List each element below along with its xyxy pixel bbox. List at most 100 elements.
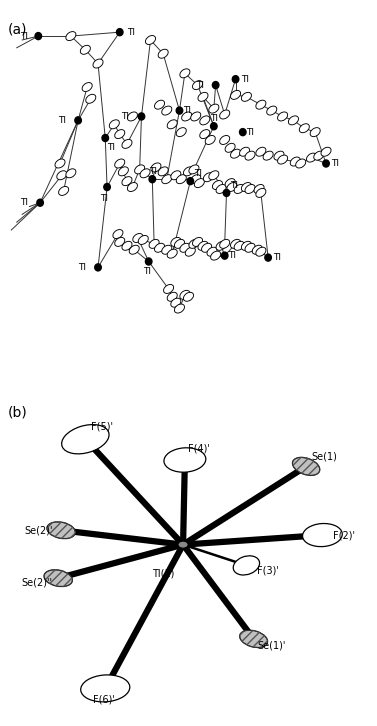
Ellipse shape bbox=[310, 128, 320, 136]
Text: Tl: Tl bbox=[331, 159, 339, 168]
Ellipse shape bbox=[66, 169, 76, 178]
Ellipse shape bbox=[171, 237, 181, 246]
Ellipse shape bbox=[303, 523, 342, 547]
Ellipse shape bbox=[66, 32, 76, 41]
Circle shape bbox=[232, 76, 239, 83]
Text: Tl: Tl bbox=[121, 112, 130, 121]
Ellipse shape bbox=[171, 298, 181, 307]
Ellipse shape bbox=[256, 147, 266, 156]
Ellipse shape bbox=[230, 240, 241, 248]
Ellipse shape bbox=[256, 189, 266, 197]
Ellipse shape bbox=[122, 176, 132, 186]
Ellipse shape bbox=[122, 139, 132, 148]
Ellipse shape bbox=[82, 83, 92, 91]
Ellipse shape bbox=[155, 243, 165, 252]
Ellipse shape bbox=[155, 100, 165, 109]
Ellipse shape bbox=[307, 153, 317, 162]
Ellipse shape bbox=[162, 245, 172, 254]
Ellipse shape bbox=[113, 229, 123, 239]
Ellipse shape bbox=[180, 69, 190, 78]
Text: Tl: Tl bbox=[228, 251, 236, 260]
Ellipse shape bbox=[234, 241, 244, 250]
Text: Tl: Tl bbox=[100, 195, 108, 203]
Text: Se(1): Se(1) bbox=[311, 452, 337, 462]
Ellipse shape bbox=[58, 187, 69, 195]
Ellipse shape bbox=[167, 120, 177, 129]
Ellipse shape bbox=[209, 104, 219, 113]
Ellipse shape bbox=[182, 112, 192, 121]
Ellipse shape bbox=[57, 171, 67, 180]
Ellipse shape bbox=[193, 237, 202, 246]
Ellipse shape bbox=[185, 248, 195, 256]
Ellipse shape bbox=[55, 159, 65, 168]
Ellipse shape bbox=[198, 92, 208, 102]
Ellipse shape bbox=[230, 150, 241, 158]
Text: (b): (b) bbox=[8, 406, 27, 420]
Ellipse shape bbox=[164, 448, 206, 472]
Ellipse shape bbox=[230, 91, 241, 99]
Ellipse shape bbox=[263, 151, 273, 160]
Ellipse shape bbox=[209, 171, 219, 180]
Text: Tl: Tl bbox=[210, 114, 218, 123]
Ellipse shape bbox=[189, 240, 199, 248]
Circle shape bbox=[95, 264, 101, 271]
Ellipse shape bbox=[290, 157, 300, 166]
Ellipse shape bbox=[178, 541, 188, 548]
Ellipse shape bbox=[256, 248, 266, 256]
Ellipse shape bbox=[184, 293, 193, 301]
Ellipse shape bbox=[62, 425, 109, 454]
Ellipse shape bbox=[149, 240, 159, 248]
Ellipse shape bbox=[321, 147, 331, 156]
Text: Tl: Tl bbox=[196, 81, 204, 89]
Circle shape bbox=[104, 184, 110, 190]
Text: Tl: Tl bbox=[107, 143, 115, 152]
Text: Tl: Tl bbox=[241, 75, 249, 83]
Circle shape bbox=[176, 107, 183, 114]
Ellipse shape bbox=[86, 94, 96, 103]
Circle shape bbox=[212, 81, 219, 89]
Ellipse shape bbox=[167, 249, 177, 258]
Text: Tl(1): Tl(1) bbox=[152, 568, 174, 579]
Ellipse shape bbox=[133, 234, 143, 242]
Ellipse shape bbox=[115, 159, 125, 168]
Text: Tl: Tl bbox=[230, 181, 238, 189]
Ellipse shape bbox=[225, 143, 235, 152]
Text: F(4)': F(4)' bbox=[188, 444, 210, 454]
Ellipse shape bbox=[127, 112, 138, 121]
Circle shape bbox=[116, 28, 123, 36]
Ellipse shape bbox=[189, 165, 199, 174]
Circle shape bbox=[35, 33, 41, 40]
Text: Se(2)'': Se(2)'' bbox=[21, 578, 52, 588]
Ellipse shape bbox=[180, 290, 190, 299]
Ellipse shape bbox=[288, 116, 299, 125]
Ellipse shape bbox=[158, 167, 168, 176]
Circle shape bbox=[223, 189, 230, 197]
Circle shape bbox=[138, 113, 145, 120]
Ellipse shape bbox=[293, 457, 320, 476]
Circle shape bbox=[265, 254, 271, 261]
Ellipse shape bbox=[176, 175, 186, 184]
Text: Tl: Tl bbox=[78, 263, 86, 272]
Ellipse shape bbox=[314, 151, 324, 160]
Ellipse shape bbox=[234, 184, 244, 193]
Ellipse shape bbox=[241, 241, 251, 250]
Circle shape bbox=[37, 199, 43, 206]
Ellipse shape bbox=[239, 147, 250, 156]
Ellipse shape bbox=[245, 151, 255, 160]
Ellipse shape bbox=[127, 182, 138, 192]
Ellipse shape bbox=[241, 92, 251, 102]
Circle shape bbox=[75, 117, 81, 124]
Ellipse shape bbox=[93, 59, 103, 68]
Text: Tl: Tl bbox=[194, 169, 202, 178]
Ellipse shape bbox=[194, 179, 204, 187]
Ellipse shape bbox=[191, 175, 201, 184]
Ellipse shape bbox=[138, 235, 148, 245]
Ellipse shape bbox=[140, 169, 150, 178]
Ellipse shape bbox=[252, 245, 262, 254]
Circle shape bbox=[149, 176, 156, 183]
Ellipse shape bbox=[81, 675, 130, 702]
Ellipse shape bbox=[180, 243, 190, 252]
Ellipse shape bbox=[164, 285, 174, 293]
Text: Tl: Tl bbox=[143, 267, 151, 276]
Circle shape bbox=[187, 178, 193, 184]
